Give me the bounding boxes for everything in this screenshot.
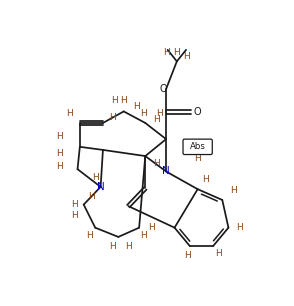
Text: H: H [194,154,201,163]
Text: H: H [148,223,155,232]
Text: H: H [184,251,191,260]
Text: H: H [230,186,237,195]
Text: H: H [156,109,163,118]
Text: H: H [56,132,62,141]
Text: H: H [109,242,116,251]
Text: H: H [202,175,209,185]
Text: H: H [236,223,243,232]
Text: H: H [153,115,160,124]
Text: H: H [111,96,118,105]
Text: O: O [193,107,201,117]
Text: H: H [140,109,147,118]
Text: H: H [88,192,95,201]
Text: H: H [71,200,78,209]
Text: H: H [153,159,160,168]
Text: O: O [159,84,167,94]
FancyBboxPatch shape [183,139,212,155]
Text: H: H [188,148,195,157]
Text: H: H [183,52,190,61]
Text: H: H [163,48,169,57]
Text: N: N [97,182,104,192]
Text: H: H [120,96,127,105]
Text: H: H [125,242,132,251]
Text: Abs: Abs [190,142,206,151]
Text: H: H [110,113,116,122]
Text: H: H [140,231,147,240]
Text: H: H [133,102,139,110]
Text: H: H [215,249,222,258]
Text: H: H [56,149,62,158]
Text: H: H [173,48,180,57]
Text: H: H [71,211,78,220]
Text: H: H [56,162,62,170]
Text: H: H [92,173,98,182]
Text: H: H [86,231,93,240]
Text: H: H [66,109,73,118]
Text: N: N [162,166,170,177]
